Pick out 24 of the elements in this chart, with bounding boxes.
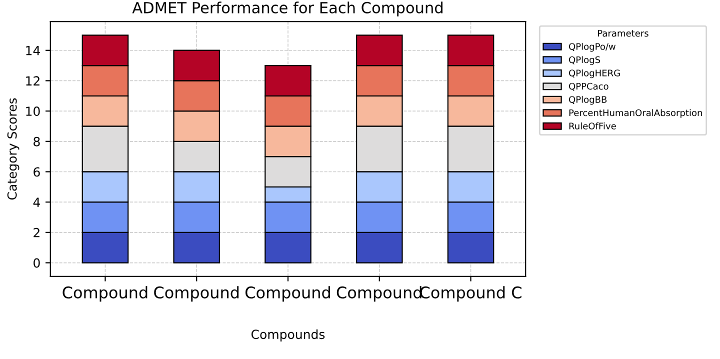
legend-label: RuleOfFive <box>569 122 616 130</box>
legend-label: QPlogHERG <box>569 69 620 78</box>
legend-label: QPlogPo/w <box>569 42 616 52</box>
x-tick-label: Compound <box>246 286 330 302</box>
y-axis-title: Category Scores <box>7 98 20 200</box>
x-tick-label: Compound C <box>420 286 522 302</box>
y-tick-label: 12 <box>26 76 40 86</box>
legend-label: QPlogS <box>569 56 600 65</box>
x-tick-label: Compound <box>336 286 422 302</box>
y-tick-label: 2 <box>34 228 40 238</box>
legend-title: Parameters <box>598 30 648 37</box>
legend-label: PercentHumanOralAbsorption <box>569 109 702 118</box>
x-axis-title: Compounds <box>251 329 325 342</box>
legend-label: QPPCaco <box>569 82 608 91</box>
y-tick-label: 0 <box>34 258 40 268</box>
chart-title: ADMET Performance for Each Compound <box>132 2 442 16</box>
x-tick-label: Compound <box>154 286 239 302</box>
y-tick-label: 14 <box>26 46 40 56</box>
y-tick-label: 10 <box>26 106 40 116</box>
legend-label: QPlogBB <box>569 96 607 105</box>
y-tick-label: 8 <box>34 136 40 146</box>
y-tick-label: 6 <box>34 167 40 177</box>
y-tick-label: 4 <box>33 198 40 207</box>
x-tick-label: Compound <box>62 286 148 302</box>
